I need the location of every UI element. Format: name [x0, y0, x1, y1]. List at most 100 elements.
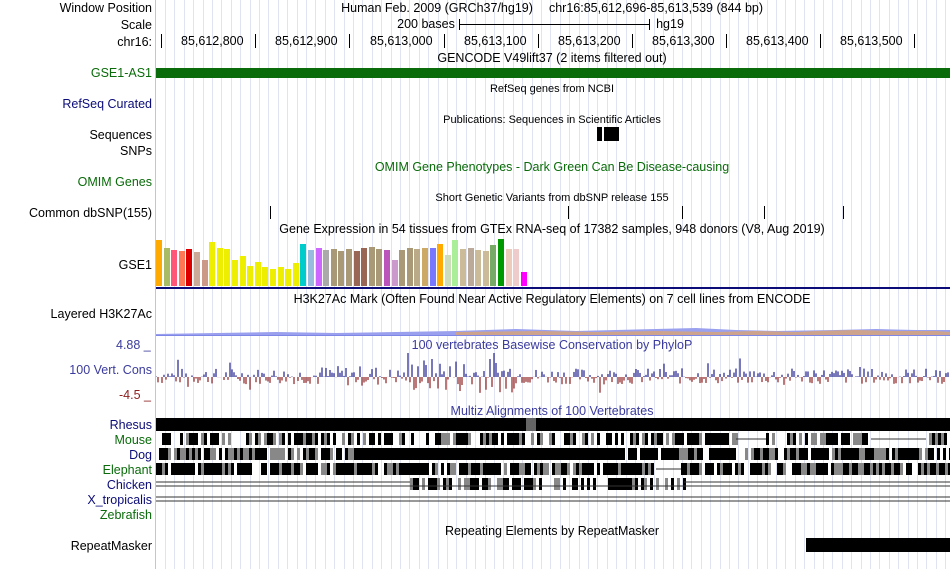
gtex-tissue-bar[interactable]: [384, 250, 390, 286]
gtex-tissue-bar[interactable]: [376, 249, 383, 286]
cons-wiggle[interactable]: [156, 352, 950, 402]
gtex-tissue-bar[interactable]: [277, 267, 284, 286]
repeat-element[interactable]: [806, 538, 950, 552]
scale-bar-left-cap: [459, 19, 460, 30]
gtex-tissue-bar[interactable]: [194, 252, 200, 286]
gtex-tissue-bar[interactable]: [505, 249, 512, 286]
gtex-tissue-bar[interactable]: [368, 247, 375, 286]
alignment-block-dog: [649, 448, 652, 460]
gtex-tissue-bar[interactable]: [399, 250, 406, 286]
gtex-tissue-bar[interactable]: [482, 251, 489, 286]
h3k27ac-label[interactable]: Layered H3K27Ac: [50, 307, 152, 321]
snp-mark[interactable]: [682, 206, 683, 219]
coordinates-text[interactable]: chr16:85,612,696-85,613,539 (844 bp): [548, 1, 764, 15]
gtex-tissue-bar[interactable]: [201, 260, 208, 286]
species-label-rhesus[interactable]: Rhesus: [109, 418, 152, 432]
gtex-gene-line: [156, 287, 950, 289]
omim-track-title[interactable]: OMIM Gene Phenotypes - Dark Green Can Be…: [374, 160, 730, 174]
gtex-tissue-bar[interactable]: [262, 267, 269, 286]
gtex-tissue-bar[interactable]: [224, 249, 231, 286]
h3k27ac-signal[interactable]: [156, 322, 950, 336]
gtex-tissue-bar[interactable]: [270, 269, 276, 286]
rmsk-label[interactable]: RepeatMasker: [70, 539, 152, 553]
species-label-elephant[interactable]: Elephant: [102, 463, 152, 477]
gtex-tissue-bar[interactable]: [292, 263, 299, 286]
gencode-track-title[interactable]: GENCODE V49lift37 (2 items filtered out): [437, 51, 667, 65]
alignment-block-dog: [249, 448, 252, 460]
dbsnp-track-title[interactable]: Short Genetic Variants from dbSNP releas…: [435, 192, 669, 204]
gtex-tissue-bar[interactable]: [520, 272, 527, 286]
species-label-zebrafish[interactable]: Zebrafish: [99, 508, 152, 522]
pubs-snps-label[interactable]: SNPs: [120, 144, 152, 158]
gtex-tissue-bar[interactable]: [308, 250, 314, 286]
cons-track-title[interactable]: 100 vertebrates Basewise Conservation by…: [411, 338, 693, 352]
gtex-tissue-bar[interactable]: [209, 242, 216, 286]
pubs-track-title[interactable]: Publications: Sequences in Scientific Ar…: [443, 114, 661, 126]
gtex-tissue-bar[interactable]: [452, 240, 459, 286]
gtex-track-title[interactable]: Gene Expression in 54 tissues from GTEx …: [279, 222, 825, 236]
gtex-tissue-bar[interactable]: [171, 250, 178, 286]
gtex-tissue-bar[interactable]: [247, 266, 254, 286]
gtex-tissue-bar[interactable]: [361, 248, 368, 286]
pubs-sequences-label[interactable]: Sequences: [89, 128, 152, 142]
species-label-chicken[interactable]: Chicken: [106, 478, 152, 492]
refseq-label[interactable]: RefSeq Curated: [62, 97, 152, 111]
gtex-tissue-bar[interactable]: [178, 251, 185, 286]
gtex-tissue-bar[interactable]: [513, 249, 520, 286]
gtex-tissue-bar[interactable]: [163, 248, 170, 286]
cons-label[interactable]: 100 Vert. Cons: [69, 363, 152, 377]
gtex-tissue-bar[interactable]: [414, 249, 421, 286]
alignment-block-dog: [327, 448, 330, 460]
gtex-tissue-bar[interactable]: [498, 239, 504, 286]
gtex-tissue-bar[interactable]: [186, 249, 193, 286]
rmsk-track-title[interactable]: Repeating Elements by RepeatMasker: [444, 524, 660, 538]
gtex-tissue-bar[interactable]: [254, 262, 261, 286]
snp-mark[interactable]: [568, 206, 569, 219]
gtex-tissue-bar[interactable]: [232, 260, 238, 286]
gtex-tissue-bar[interactable]: [391, 260, 398, 286]
multiz-alignment[interactable]: [156, 418, 950, 524]
pubs-sequence-feature[interactable]: [597, 127, 619, 141]
multiz-track-title[interactable]: Multiz Alignments of 100 Vertebrates: [450, 404, 654, 418]
gtex-tissue-bar[interactable]: [444, 255, 451, 286]
gtex-tissue-bar[interactable]: [406, 248, 413, 286]
snp-mark[interactable]: [270, 206, 271, 219]
gtex-tissue-bar[interactable]: [346, 249, 352, 286]
snp-mark[interactable]: [843, 206, 844, 219]
gtex-tissue-bar[interactable]: [315, 248, 322, 286]
alignment-block-elephant: [690, 463, 693, 475]
gtex-tissue-bar[interactable]: [429, 248, 436, 286]
gtex-tissue-bar[interactable]: [467, 248, 474, 286]
gtex-tissue-bar[interactable]: [323, 250, 330, 286]
gtex-tissue-bar[interactable]: [475, 250, 482, 286]
gtex-tissue-bar[interactable]: [460, 249, 466, 286]
gtex-bar-chart[interactable]: [156, 238, 536, 287]
alignment-block-dog: [243, 448, 246, 460]
h3k27ac-track-title[interactable]: H3K27Ac Mark (Often Found Near Active Re…: [293, 292, 811, 306]
gtex-tissue-bar[interactable]: [353, 251, 360, 286]
refseq-track-title[interactable]: RefSeq genes from NCBI: [489, 83, 615, 95]
gtex-tissue-bar[interactable]: [216, 248, 223, 286]
alignment-block-elephant: [486, 463, 489, 475]
snp-mark[interactable]: [764, 206, 765, 219]
species-label-x-tropicalis[interactable]: X_tropicalis: [87, 493, 152, 507]
gtex-tissue-bar[interactable]: [156, 240, 162, 286]
gtex-tissue-bar[interactable]: [338, 251, 345, 286]
alignment-block-elephant: [561, 463, 564, 475]
gtex-tissue-bar[interactable]: [422, 248, 428, 286]
gencode-gene-label[interactable]: GSE1-AS1: [90, 66, 152, 80]
gtex-label[interactable]: GSE1: [118, 258, 152, 272]
gencode-gene-feature[interactable]: [156, 68, 950, 78]
gtex-tissue-bar[interactable]: [285, 269, 292, 286]
species-label-dog[interactable]: Dog: [129, 448, 152, 462]
gtex-tissue-bar[interactable]: [490, 245, 497, 286]
alignment-block-mouse: [372, 433, 375, 445]
omim-label[interactable]: OMIM Genes: [77, 175, 152, 189]
gtex-tissue-bar[interactable]: [300, 244, 307, 286]
gtex-tissue-bar[interactable]: [437, 244, 444, 286]
species-label-mouse[interactable]: Mouse: [114, 433, 152, 447]
alignment-block-mouse: [585, 433, 588, 445]
gtex-tissue-bar[interactable]: [239, 256, 246, 286]
dbsnp-label[interactable]: Common dbSNP(155): [29, 206, 152, 220]
gtex-tissue-bar[interactable]: [330, 249, 337, 286]
